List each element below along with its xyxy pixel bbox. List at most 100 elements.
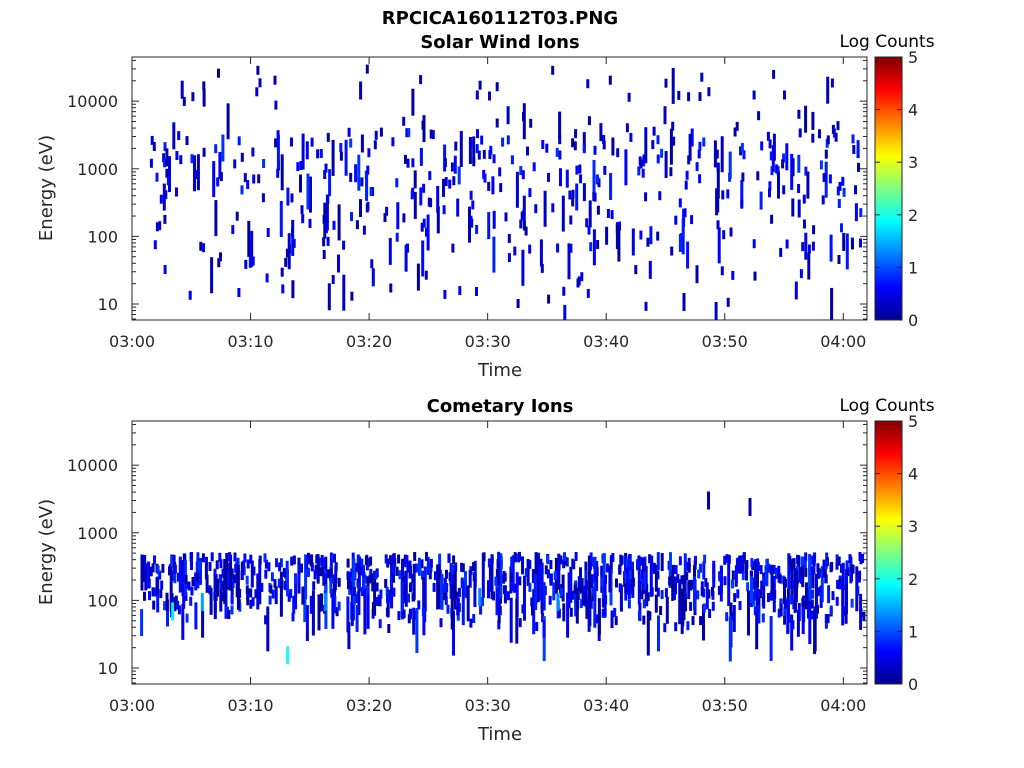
heatmap-cell — [669, 167, 673, 177]
heatmap-cell — [275, 558, 278, 568]
heatmap-cell — [585, 218, 589, 228]
heatmap-cell — [593, 582, 597, 628]
heatmap-cell — [522, 112, 525, 122]
heatmap-cell — [767, 593, 770, 602]
heatmap-cell — [648, 554, 652, 564]
heatmap-cell — [452, 176, 456, 186]
heatmap-cell — [752, 239, 756, 249]
heatmap-cell — [175, 187, 178, 197]
heatmap-cell — [575, 165, 579, 175]
heatmap-cell — [451, 243, 455, 253]
heatmap-cell — [808, 556, 812, 566]
heatmap-cell — [623, 571, 626, 581]
heatmap-cell — [723, 555, 727, 565]
heatmap-cell — [788, 555, 792, 565]
heatmap-cell — [350, 212, 353, 222]
heatmap-cell — [631, 569, 635, 588]
heatmap-cell — [738, 601, 742, 610]
heatmap-cell — [150, 135, 154, 145]
heatmap-cell — [593, 145, 597, 155]
heatmap-cell — [306, 173, 310, 210]
heatmap-cell — [249, 554, 253, 564]
heatmap-cell — [840, 563, 843, 573]
heatmap-cell — [627, 599, 631, 609]
heatmap-cell — [185, 136, 189, 146]
heatmap-cell — [405, 555, 409, 565]
heatmap-cell — [759, 565, 763, 575]
heatmap-cell — [745, 560, 749, 569]
heatmap-cell — [391, 137, 395, 147]
heatmap-cell — [367, 148, 371, 158]
heatmap-cell — [403, 558, 407, 568]
heatmap-cell — [162, 153, 166, 163]
heatmap-cell — [472, 562, 476, 571]
heatmap-cell — [731, 270, 735, 280]
heatmap-cell — [754, 559, 758, 587]
heatmap-cell — [349, 138, 353, 148]
heatmap-cell — [357, 154, 361, 191]
heatmap-cell — [352, 586, 356, 596]
heatmap-cell — [324, 593, 327, 612]
heatmap-cell — [671, 121, 675, 131]
heatmap-cell — [397, 554, 401, 564]
heatmap-cell — [790, 559, 794, 605]
heatmap-cell — [745, 562, 748, 581]
heatmap-cell — [770, 214, 774, 224]
heatmap-cell — [411, 158, 415, 168]
heatmap-cell — [772, 575, 776, 585]
x-tick-label: 03:00 — [109, 332, 155, 351]
heatmap-cell — [652, 564, 656, 574]
heatmap-cell — [507, 233, 511, 243]
heatmap-cell — [461, 580, 465, 626]
heatmap-cell — [182, 96, 186, 106]
heatmap-cell — [322, 214, 326, 224]
heatmap-cell — [645, 583, 649, 593]
heatmap-cell — [490, 554, 494, 600]
heatmap-cell — [176, 600, 180, 610]
heatmap-cell — [605, 563, 609, 573]
heatmap-cell — [319, 567, 323, 577]
heatmap-cell — [333, 553, 336, 563]
heatmap-cell — [153, 240, 157, 250]
heatmap-cell — [811, 589, 814, 599]
heatmap-cell — [642, 562, 646, 572]
heatmap-cell — [442, 178, 445, 197]
colorbar-tick-label: 4 — [908, 465, 918, 484]
heatmap-cell — [615, 578, 618, 588]
heatmap-cell — [365, 64, 369, 74]
heatmap-cell — [858, 570, 862, 580]
heatmap-cell — [271, 589, 275, 599]
heatmap-cell — [816, 587, 820, 597]
heatmap-cell — [273, 579, 277, 589]
heatmap-cell — [233, 159, 237, 169]
heatmap-cell — [644, 301, 648, 311]
heatmap-cell — [291, 612, 295, 622]
heatmap-cell — [613, 607, 617, 617]
heatmap-cell — [324, 224, 328, 234]
heatmap-cell — [194, 572, 198, 591]
heatmap-cell — [156, 565, 160, 575]
heatmap-cell — [466, 585, 470, 622]
heatmap-cell — [842, 187, 846, 197]
figure-title: RPCICA160112T03.PNG — [382, 8, 618, 29]
heatmap-cell — [314, 564, 318, 574]
heatmap-cell — [489, 145, 493, 155]
heatmap-cell — [862, 612, 866, 621]
heatmap-cell — [601, 598, 605, 608]
heatmap-cell — [344, 139, 348, 176]
heatmap-cell — [218, 552, 222, 562]
heatmap-cell — [306, 555, 310, 565]
heatmap-cell — [228, 552, 232, 562]
x-tick-label: 03:20 — [346, 332, 392, 351]
heatmap-cell — [625, 559, 629, 569]
heatmap-cell — [819, 591, 823, 601]
heatmap-cell — [797, 184, 801, 193]
heatmap-cell — [543, 190, 547, 227]
heatmap-cell — [417, 557, 421, 576]
heatmap-cell — [669, 128, 673, 165]
heatmap-cell — [599, 123, 603, 142]
heatmap-cell — [432, 582, 436, 592]
heatmap-cell — [357, 588, 361, 615]
heatmap-cell — [625, 123, 629, 133]
